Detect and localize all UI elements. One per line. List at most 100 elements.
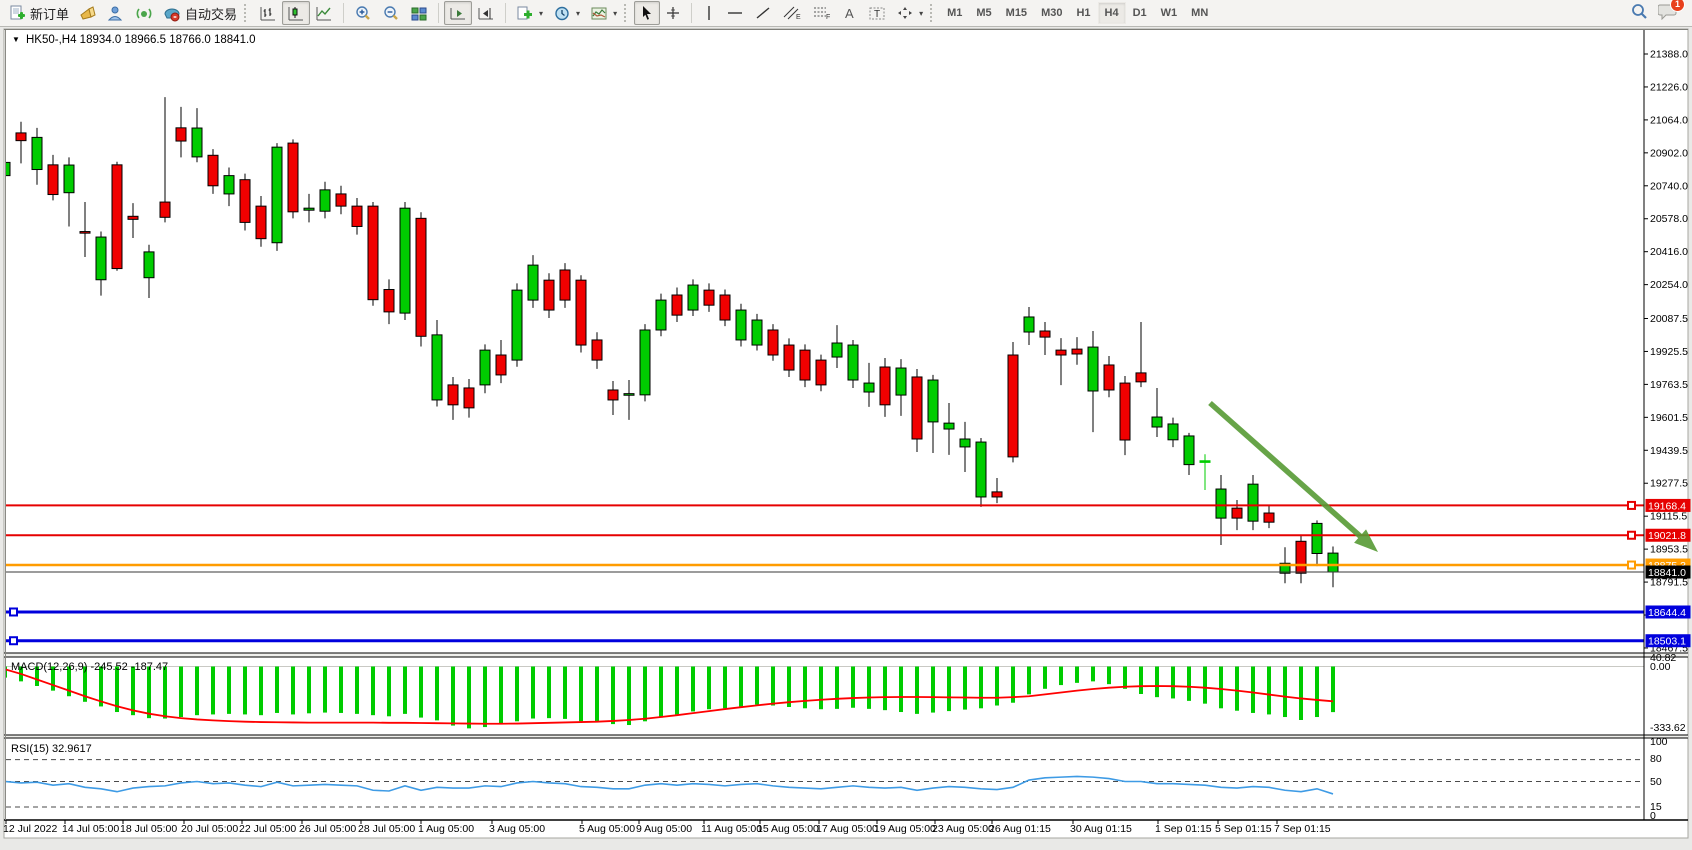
candle-body	[1119, 382, 1131, 441]
toolbar: 新订单 自动交易	[0, 0, 1692, 27]
crosshair-button[interactable]	[660, 1, 686, 25]
candle-body	[159, 201, 171, 218]
candle-body	[1183, 435, 1195, 466]
price-tick-label: 19763.5	[1650, 379, 1688, 391]
toolbar-grip	[624, 4, 630, 22]
candle-body	[431, 334, 443, 401]
trendline-icon	[754, 5, 772, 21]
candlestick-chart-button[interactable]	[282, 1, 311, 25]
bar-chart-button[interactable]	[254, 1, 282, 25]
channel-icon: E	[782, 5, 802, 21]
tile-windows-button[interactable]	[405, 1, 433, 25]
candle-body	[591, 339, 603, 361]
vertical-line-button[interactable]	[697, 1, 721, 25]
price-tick-label: 20578.0	[1650, 213, 1688, 225]
profile-button[interactable]	[102, 1, 130, 25]
text-button[interactable]: A	[837, 1, 863, 25]
candle-body	[799, 349, 811, 381]
rsi-scale-label: 0	[1650, 810, 1656, 822]
price-badge	[1645, 605, 1691, 619]
candle-body	[1311, 522, 1323, 555]
hline-handle[interactable]	[1627, 530, 1636, 540]
candle-body	[143, 251, 155, 279]
candle-body	[543, 279, 555, 311]
templates-button[interactable]: ▾	[585, 1, 622, 25]
candle-body	[511, 289, 523, 361]
horizontal-line-button[interactable]	[721, 1, 749, 25]
channel-button[interactable]: E	[777, 1, 807, 25]
time-tick-label: 9 Aug 05:00	[636, 823, 692, 835]
new-order-icon	[9, 5, 26, 22]
time-tick-label: 5 Sep 01:15	[1215, 823, 1272, 835]
toolbar-right: 1	[1630, 0, 1688, 25]
trend-arrow[interactable]	[1208, 400, 1378, 552]
timeframe-button-h4[interactable]: H4	[1097, 2, 1126, 24]
candle-body	[175, 127, 187, 142]
candle-body	[1071, 348, 1083, 355]
hline-handle[interactable]	[9, 636, 18, 646]
candle-body	[895, 367, 907, 396]
candle-body	[1327, 552, 1339, 573]
candle-body	[1087, 346, 1099, 392]
signals-icon	[135, 5, 153, 22]
time-tick-label: 20 Jul 05:00	[181, 823, 238, 835]
announce-button[interactable]	[74, 1, 102, 25]
timeframe-button-w1[interactable]: W1	[1160, 7, 1178, 19]
candle-body	[191, 127, 203, 158]
time-tick-label: 22 Jul 05:00	[239, 823, 296, 835]
notification-badge: 1	[1670, 0, 1685, 12]
candle-body	[687, 284, 699, 311]
hline-handle[interactable]	[1627, 500, 1636, 510]
price-tick-label: 20254.0	[1650, 279, 1688, 291]
zoom-out-button[interactable]	[377, 1, 405, 25]
zoom-in-button[interactable]	[349, 1, 377, 25]
hline-handle[interactable]	[1627, 560, 1636, 570]
indicators-button[interactable]: ▾	[511, 1, 548, 25]
chart-shift-button[interactable]	[472, 1, 500, 25]
bar-chart-icon	[259, 5, 277, 22]
new-order-button[interactable]: 新订单	[4, 1, 74, 25]
hline-handle[interactable]	[9, 607, 18, 617]
candle-body	[1007, 354, 1019, 458]
toolbar-separator	[691, 3, 693, 23]
candle-body	[783, 344, 795, 371]
price-tick-label: 18791.5	[1650, 577, 1688, 589]
price-badge-value: 18503.1	[1648, 636, 1686, 648]
trendline-button[interactable]	[749, 1, 777, 25]
arrows-icon	[896, 5, 914, 21]
candle-body	[943, 422, 955, 430]
timeframe-button-m30[interactable]: M30	[1041, 7, 1063, 19]
price-tick-label: 18953.5	[1650, 544, 1688, 556]
text-label-button[interactable]: T	[863, 1, 891, 25]
dropdown-arrow-icon: ▾	[576, 8, 581, 18]
candle-body	[703, 289, 715, 306]
candle-body	[415, 217, 427, 337]
timeframe-button-m5[interactable]: M5	[976, 7, 992, 19]
timeframe-button-mn[interactable]: MN	[1191, 7, 1209, 19]
profile-icon	[107, 5, 125, 22]
candle-body	[223, 175, 235, 195]
candle-body	[1263, 512, 1275, 523]
timeframe-button-m15[interactable]: M15	[1005, 7, 1028, 19]
auto-scroll-button[interactable]	[444, 1, 473, 25]
search-icon[interactable]	[1630, 2, 1648, 25]
price-tick-label: 19439.5	[1650, 445, 1688, 457]
periods-button[interactable]: ▾	[548, 1, 585, 25]
arrows-button[interactable]: ▾	[891, 1, 928, 25]
signals-button[interactable]	[130, 1, 158, 25]
line-chart-button[interactable]	[310, 1, 338, 25]
fibonacci-button[interactable]: F	[807, 1, 837, 25]
price-tick-label: 20416.0	[1650, 246, 1688, 258]
autotrading-button[interactable]: 自动交易	[158, 1, 242, 25]
timeframe-button-d1[interactable]: D1	[1132, 7, 1147, 19]
candle-body	[1135, 372, 1147, 383]
rsi-indicator	[6, 759, 1644, 808]
collapse-icon[interactable]: ▼	[12, 35, 20, 44]
timeframe-button-h1[interactable]: H1	[1076, 7, 1091, 19]
chat-button[interactable]: 1	[1657, 0, 1685, 25]
cursor-button[interactable]	[634, 1, 661, 25]
candle-body	[607, 389, 619, 401]
timeframe-button-m1[interactable]: M1	[947, 7, 963, 19]
macd-indicator	[6, 666, 1644, 729]
candle-body	[639, 329, 651, 396]
